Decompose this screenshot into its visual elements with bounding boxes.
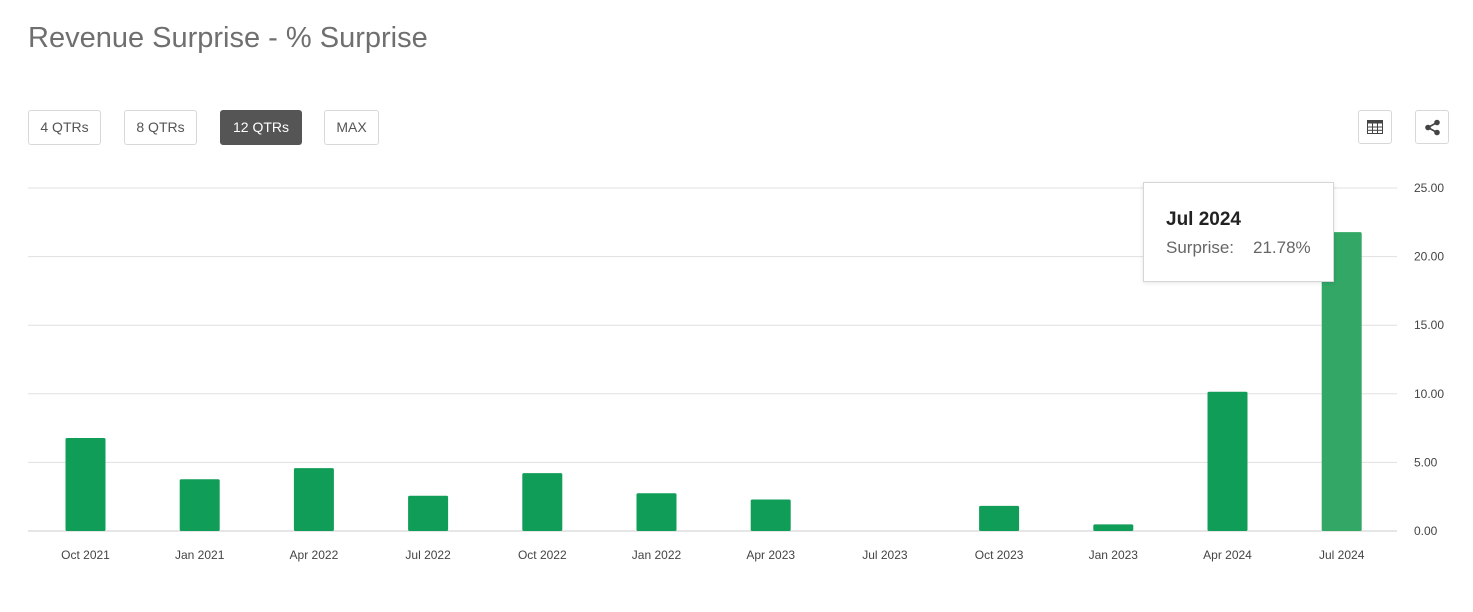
x-tick-label: Jan 2022 — [632, 548, 682, 562]
tooltip-value: 21.78% — [1253, 238, 1311, 257]
tooltip-label: Surprise: — [1166, 238, 1235, 257]
share-icon — [1425, 119, 1440, 136]
chart-tooltip: Jul 2024 Surprise: 21.78% — [1143, 182, 1334, 282]
y-tick-label: 5.00 — [1414, 455, 1438, 469]
bar — [979, 505, 1020, 531]
x-tick-label: Apr 2024 — [1203, 548, 1252, 562]
bar — [636, 493, 677, 531]
bar — [1321, 232, 1362, 531]
bar — [408, 495, 449, 531]
share-button[interactable] — [1415, 110, 1449, 144]
x-tick-label: Oct 2022 — [518, 548, 567, 562]
y-tick-label: 25.00 — [1414, 181, 1444, 195]
y-tick-label: 15.00 — [1414, 318, 1444, 332]
bar — [1207, 391, 1248, 531]
x-tick-label: Oct 2023 — [975, 548, 1024, 562]
x-tick-label: Jan 2023 — [1089, 548, 1139, 562]
y-tick-label: 20.00 — [1414, 250, 1444, 264]
tooltip-title: Jul 2024 — [1166, 209, 1241, 230]
range-8-qtrs-button[interactable]: 8 QTRs — [124, 110, 197, 145]
bar — [65, 437, 106, 531]
x-tick-label: Oct 2021 — [61, 548, 110, 562]
y-tick-label: 10.00 — [1414, 387, 1444, 401]
range-4-qtrs-button[interactable]: 4 QTRs — [28, 110, 101, 145]
bar — [293, 468, 334, 531]
x-tick-label: Jul 2024 — [1319, 548, 1365, 562]
bar — [179, 479, 220, 531]
x-tick-label: Jan 2021 — [175, 548, 225, 562]
range-max-button[interactable]: MAX — [324, 110, 379, 145]
y-tick-label: 0.00 — [1414, 524, 1438, 538]
x-tick-label: Jul 2022 — [405, 548, 451, 562]
x-tick-label: Apr 2023 — [746, 548, 795, 562]
page-title: Revenue Surprise - % Surprise — [28, 22, 428, 54]
table-view-button[interactable] — [1358, 110, 1392, 144]
bar — [750, 499, 791, 531]
table-icon — [1367, 120, 1383, 134]
range-12-qtrs-button[interactable]: 12 QTRs — [220, 110, 302, 145]
bar — [1093, 524, 1134, 531]
x-tick-label: Jul 2023 — [862, 548, 908, 562]
bar — [522, 473, 563, 531]
x-tick-label: Apr 2022 — [290, 548, 339, 562]
